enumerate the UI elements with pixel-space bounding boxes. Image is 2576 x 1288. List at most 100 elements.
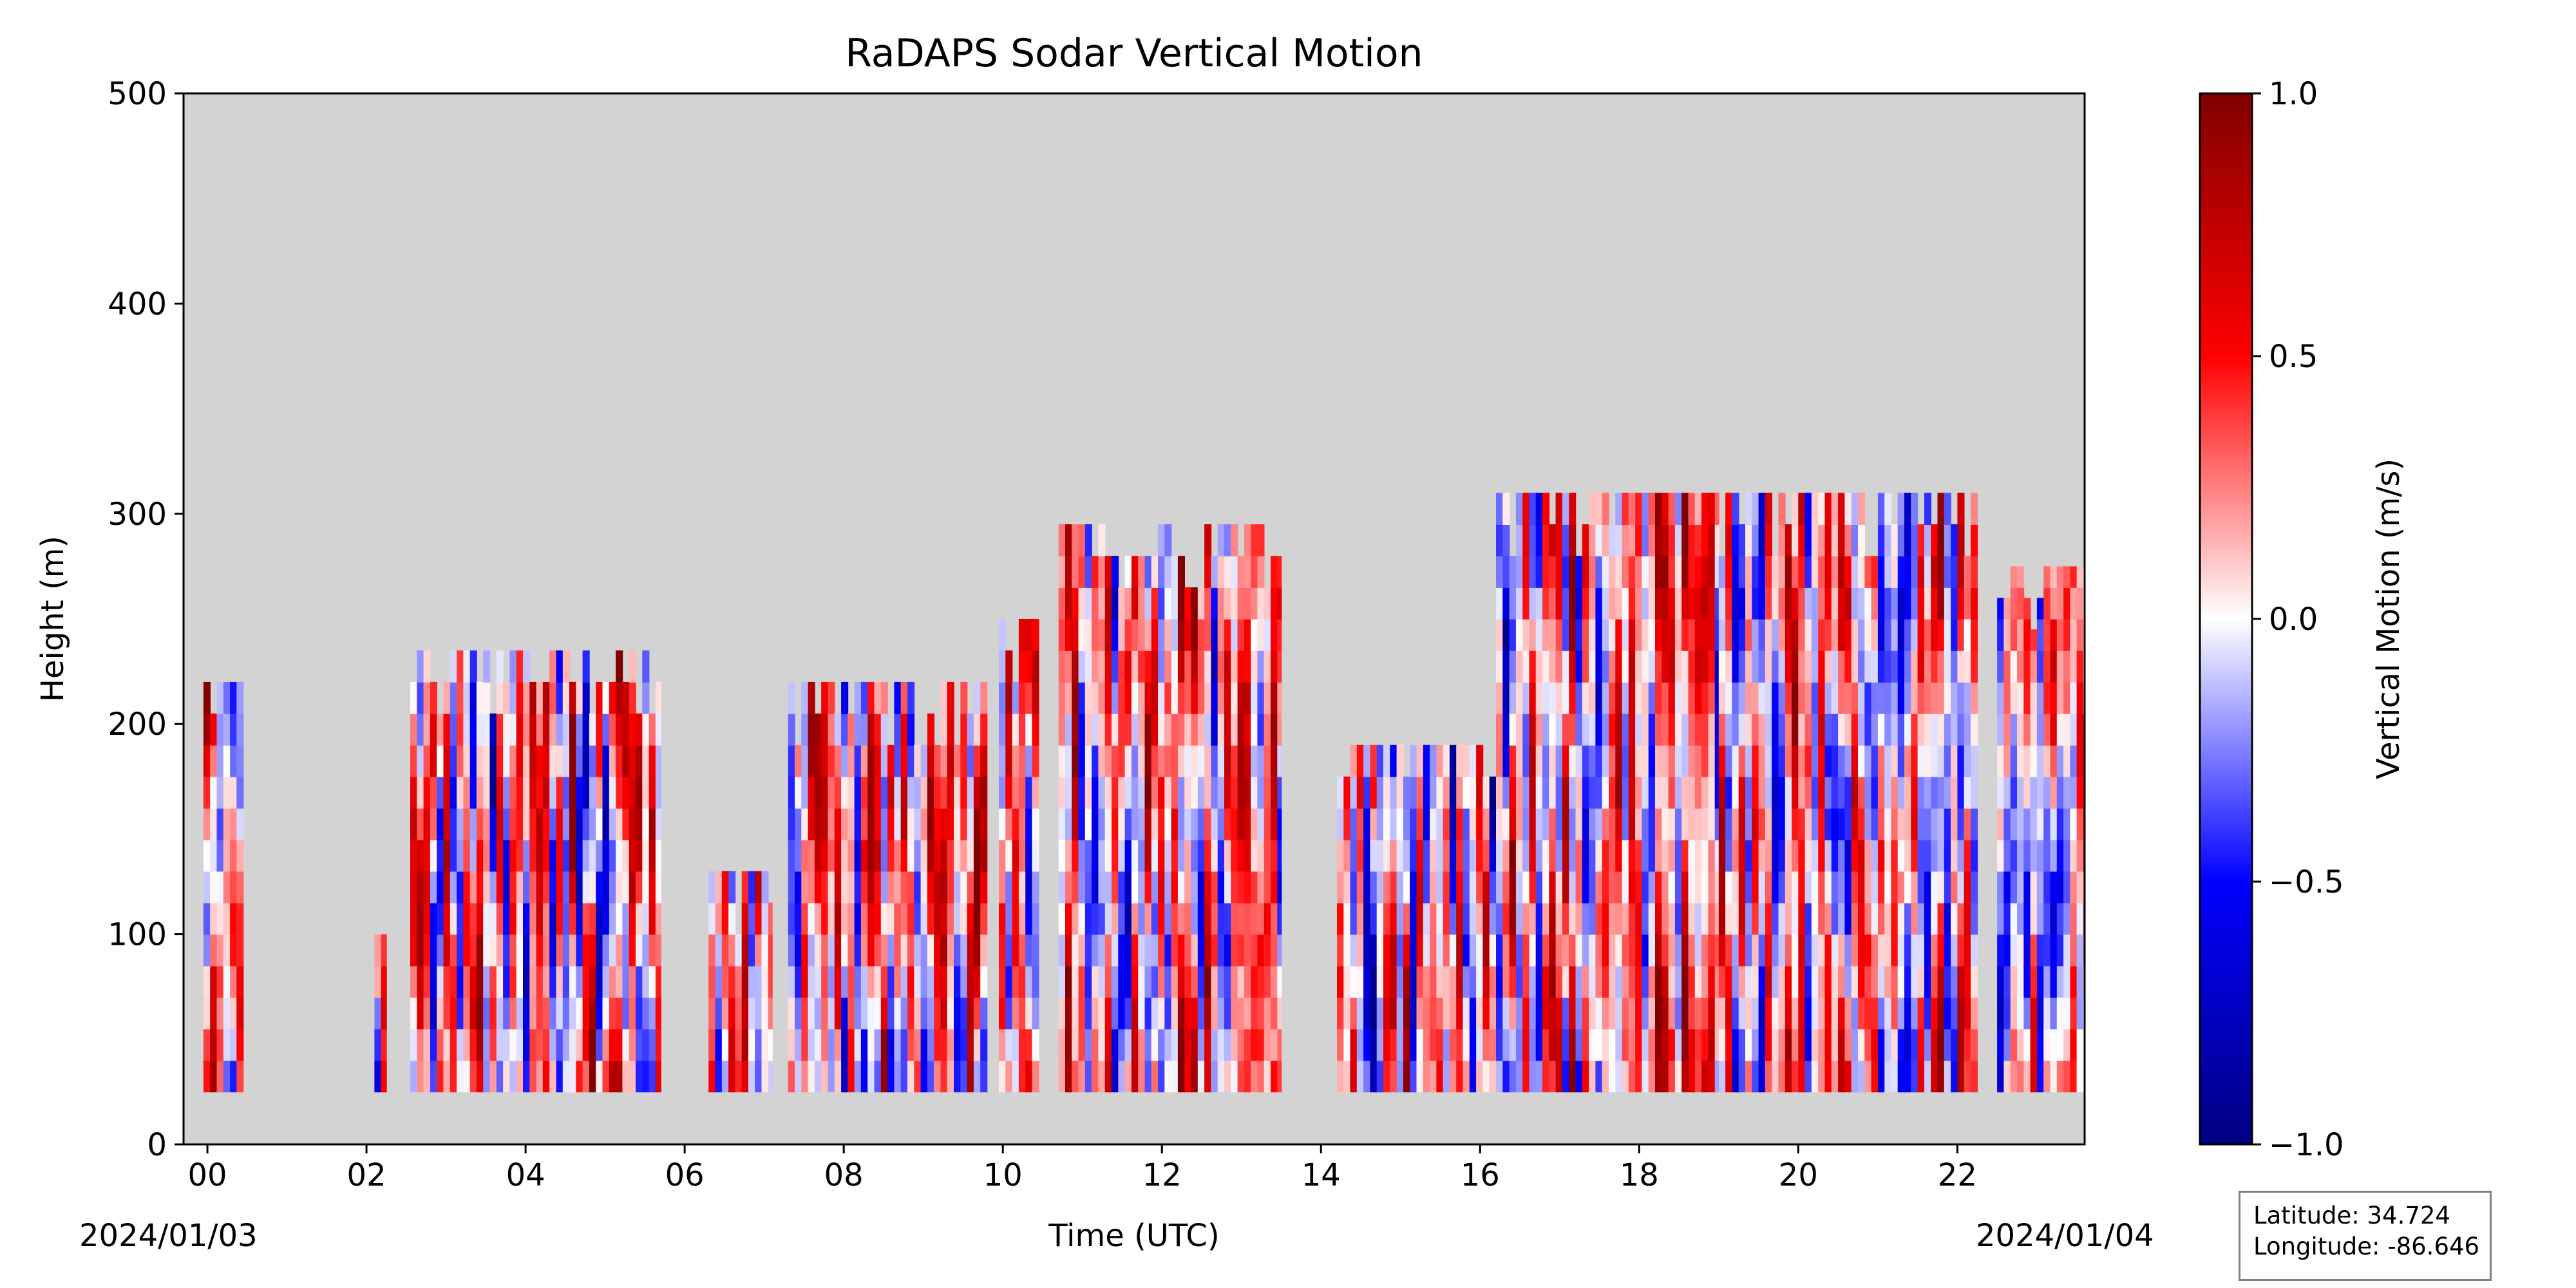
heatmap-cell	[1891, 1060, 1899, 1093]
heatmap-cell	[1025, 713, 1033, 746]
heatmap-cell	[1197, 808, 1205, 840]
heatmap-cell	[1937, 1028, 1945, 1061]
heatmap-cell	[1642, 556, 1649, 588]
heatmap-cell	[1778, 871, 1786, 904]
heatmap-cell	[1124, 965, 1132, 998]
heatmap-cell	[2036, 839, 2044, 872]
heatmap-cell	[556, 997, 564, 1030]
heatmap-cell	[1012, 965, 1019, 998]
heatmap-cell	[795, 1028, 802, 1061]
heatmap-cell	[1772, 1060, 1779, 1093]
heatmap-cell	[1443, 1060, 1450, 1093]
heatmap-cell	[1864, 744, 1872, 777]
heatmap-cell	[523, 744, 531, 777]
heatmap-cell	[230, 1028, 238, 1061]
heatmap-cell	[589, 744, 596, 777]
heatmap-cell	[748, 934, 756, 967]
heatmap-cell	[1211, 1028, 1218, 1061]
heatmap-cell	[1944, 934, 1951, 967]
heatmap-cell	[1197, 776, 1205, 809]
heatmap-cell	[1752, 524, 1759, 556]
heatmap-cell	[1897, 713, 1905, 746]
heatmap-cell	[967, 965, 974, 998]
heatmap-cell	[1628, 1028, 1636, 1061]
heatmap-cell	[907, 808, 915, 840]
heatmap-cell	[1838, 776, 1846, 809]
heatmap-cell	[1772, 681, 1779, 714]
heatmap-cell	[1971, 556, 1978, 588]
heatmap-cell	[1811, 1028, 1819, 1061]
heatmap-cell	[1851, 1060, 1859, 1093]
heatmap-cell	[2017, 808, 2025, 840]
heatmap-cell	[894, 902, 902, 935]
heatmap-cell	[469, 902, 477, 935]
heatmap-cell	[1602, 681, 1609, 714]
heatmap-cell	[1271, 744, 1278, 777]
heatmap-cell	[1818, 713, 1826, 746]
heatmap-cell	[1831, 965, 1839, 998]
heatmap-cell	[1535, 744, 1543, 777]
heatmap-cell	[536, 808, 544, 840]
heatmap-cell	[1668, 556, 1676, 588]
heatmap-cell	[1851, 776, 1859, 809]
heatmap-cell	[569, 744, 577, 777]
heatmap-cell	[1937, 902, 1945, 935]
heatmap-cell	[655, 934, 661, 967]
heatmap-cell	[216, 681, 224, 714]
heatmap-cell	[1264, 871, 1271, 904]
heatmap-cell	[1911, 776, 1918, 809]
heatmap-cell	[1725, 776, 1733, 809]
heatmap-cell	[1911, 808, 1918, 840]
heatmap	[203, 493, 2085, 1093]
y-tick-label: 100	[108, 917, 167, 953]
heatmap-cell	[1701, 524, 1709, 556]
heatmap-cell	[1864, 934, 1872, 967]
heatmap-cell	[1065, 650, 1073, 683]
heatmap-cell	[1589, 587, 1596, 620]
heatmap-cell	[230, 839, 238, 872]
heatmap-cell	[1688, 1028, 1696, 1061]
heatmap-cell	[828, 1060, 835, 1093]
heatmap-cell	[848, 902, 855, 935]
heatmap-cell	[1430, 965, 1437, 998]
heatmap-cell	[1251, 524, 1258, 556]
heatmap-cell	[1681, 587, 1689, 620]
heatmap-cell	[457, 871, 464, 904]
heatmap-cell	[236, 902, 244, 935]
heatmap-cell	[1350, 965, 1358, 998]
heatmap-cell	[1131, 934, 1139, 967]
heatmap-cell	[1456, 744, 1464, 777]
heatmap-cell	[1555, 997, 1563, 1030]
heatmap-cell	[1264, 744, 1271, 777]
heatmap-cell	[1197, 619, 1205, 651]
heatmap-cell	[1065, 619, 1073, 651]
heatmap-cell	[483, 1028, 491, 1061]
heatmap-cell	[828, 902, 835, 935]
heatmap-cell	[655, 776, 661, 809]
heatmap-cell	[1732, 744, 1739, 777]
heatmap-cell	[536, 1060, 544, 1093]
heatmap-cell	[1891, 965, 1899, 998]
heatmap-cell	[582, 934, 590, 967]
heatmap-cell	[834, 713, 842, 746]
heatmap-cell	[1997, 871, 2005, 904]
heatmap-cell	[880, 776, 888, 809]
heatmap-cell	[589, 808, 596, 840]
heatmap-cell	[1204, 1028, 1212, 1061]
heatmap-cell	[894, 808, 902, 840]
heatmap-cell	[1655, 997, 1663, 1030]
heatmap-cell	[1463, 1028, 1470, 1061]
heatmap-cell	[801, 776, 809, 809]
heatmap-cell	[1224, 808, 1232, 840]
heatmap-cell	[1542, 997, 1550, 1030]
heatmap-cell	[860, 871, 868, 904]
heatmap-cell	[1224, 650, 1232, 683]
heatmap-cell	[1778, 524, 1786, 556]
heatmap-cell	[2036, 713, 2044, 746]
heatmap-cell	[920, 902, 928, 935]
heatmap-cell	[1951, 839, 1958, 872]
heatmap-cell	[1575, 744, 1583, 777]
heatmap-cell	[860, 744, 868, 777]
heatmap-cell	[1891, 839, 1899, 872]
heatmap-cell	[642, 1028, 650, 1061]
